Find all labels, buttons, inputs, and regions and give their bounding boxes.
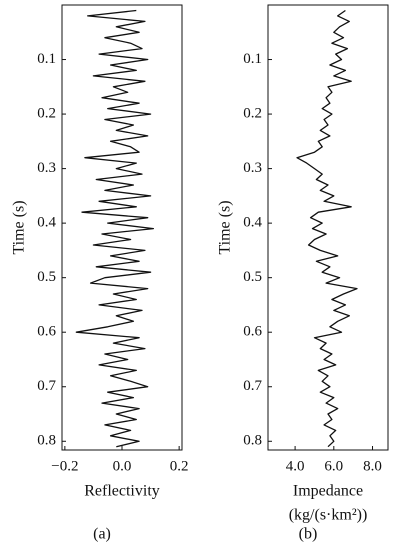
plot-frame — [267, 4, 389, 451]
y-tick-label: 0.6 — [37, 324, 56, 340]
x-tick-label: 8.0 — [363, 458, 382, 474]
y-tick-label: 0.4 — [243, 215, 262, 231]
y-tick-label: 0.7 — [243, 378, 262, 394]
y-tick-label: 0.2 — [243, 106, 262, 122]
x-tick-label: 0.0 — [113, 458, 132, 474]
y-tick-label: 0.8 — [37, 433, 56, 449]
panel-caption: (b) — [299, 526, 318, 543]
y-tick-label: 0.1 — [243, 51, 262, 67]
y-tick-label: 0.5 — [243, 269, 262, 285]
x-axis-label: Impedance — [293, 483, 363, 500]
x-tick-label: 6.0 — [324, 458, 343, 474]
y-tick-label: 0.7 — [37, 378, 56, 394]
x-axis-unit: (kg/(s·km²)) — [289, 507, 368, 524]
y-tick-label: 0.3 — [243, 160, 262, 176]
y-tick-label: 0.6 — [243, 324, 262, 340]
y-tick-label: 0.1 — [37, 51, 56, 67]
x-tick-label: 4.0 — [286, 458, 305, 474]
x-tick-label: −0.2 — [51, 458, 78, 474]
y-tick-label: 0.3 — [37, 160, 56, 176]
panel-caption: (a) — [93, 526, 111, 543]
y-tick-label: 0.8 — [243, 433, 262, 449]
y-tick-label: 0.2 — [37, 106, 56, 122]
y-axis-label: Time (s) — [11, 200, 28, 254]
x-tick-label: 0.2 — [170, 458, 189, 474]
trace — [75, 9, 155, 448]
trace — [296, 9, 358, 448]
y-tick-label: 0.5 — [37, 269, 56, 285]
x-axis-label: Reflectivity — [84, 483, 160, 500]
y-tick-label: 0.4 — [37, 215, 56, 231]
y-axis-label: Time (s) — [217, 200, 234, 254]
